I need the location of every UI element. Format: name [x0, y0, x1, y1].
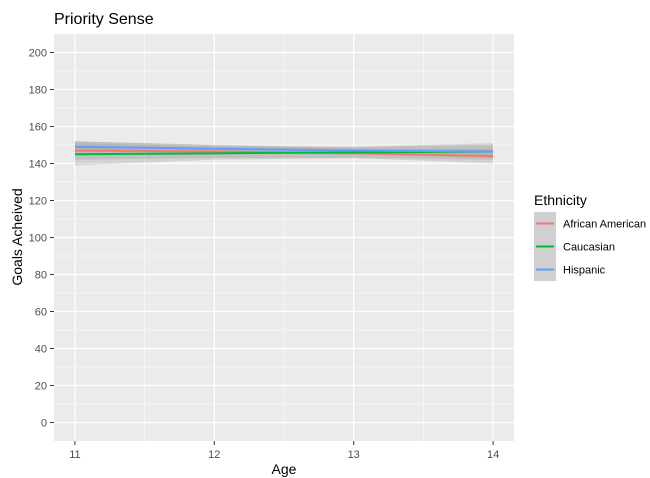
legend-title: Ethnicity	[534, 192, 587, 208]
series-lines	[74, 145, 494, 158]
y-tick-label: 20	[35, 381, 47, 393]
y-tick-label: 80	[35, 270, 47, 282]
x-tick-label: 14	[487, 449, 499, 461]
y-tick-label: 40	[35, 344, 47, 356]
x-tick-label: 11	[69, 449, 80, 461]
legend-label-1: Caucasian	[563, 242, 615, 254]
y-tick-label: 0	[41, 418, 47, 430]
y-tick-label: 100	[29, 233, 47, 245]
y-tick-label: 140	[29, 159, 47, 171]
y-tick-label: 60	[35, 307, 47, 319]
x-axis-title: Age	[272, 461, 297, 477]
x-tick-label: 12	[208, 449, 220, 461]
chart-title: Priority Sense	[54, 11, 154, 28]
y-tick-label: 120	[29, 196, 47, 208]
y-tick-label: 160	[29, 122, 47, 134]
grid-major	[54, 34, 514, 441]
y-axis-title: Goals Acheived	[9, 188, 25, 285]
legend: Ethnicity African American Caucasian Hispa…	[534, 192, 646, 281]
x-tick-label: 13	[348, 449, 360, 461]
legend-label-0: African American	[563, 219, 646, 231]
y-tick-label: 180	[29, 85, 47, 97]
y-axis: 0 20 40 60 80 100 120 140 160 180 200	[29, 48, 54, 430]
x-axis: 11 12 13 14	[69, 441, 499, 461]
series-line-2	[74, 145, 494, 153]
y-tick-label: 200	[29, 48, 47, 60]
legend-label-2: Hispanic	[563, 265, 606, 277]
